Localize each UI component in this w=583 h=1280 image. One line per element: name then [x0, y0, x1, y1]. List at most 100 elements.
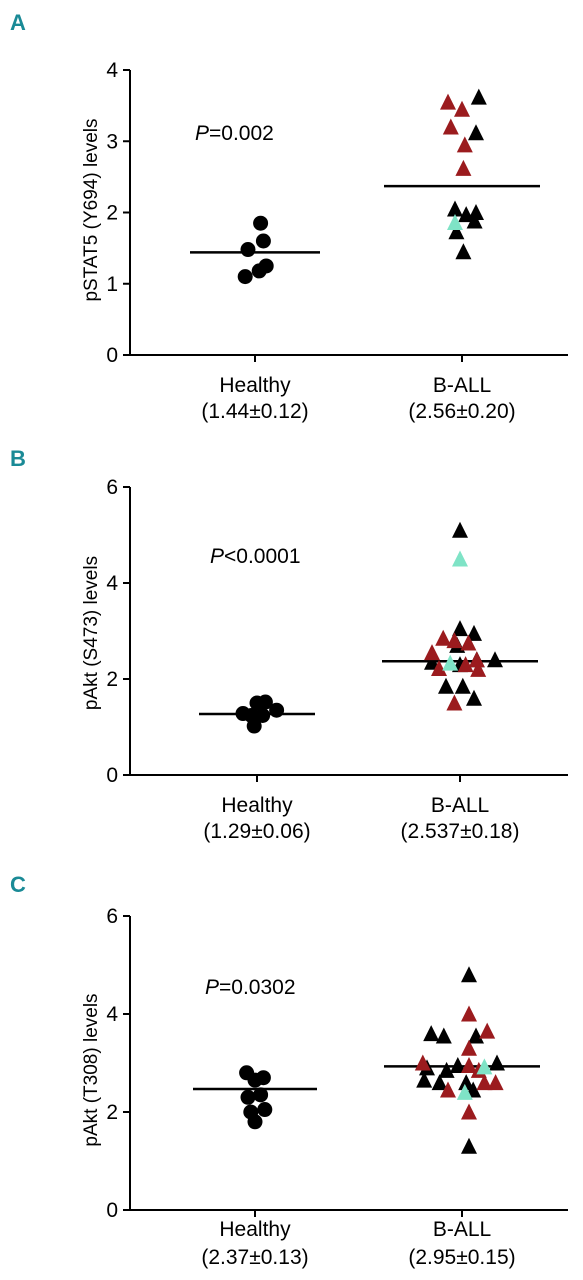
- category-label-healthy-a: Healthy: [219, 374, 291, 397]
- data-point: [416, 1071, 433, 1088]
- data-point: [435, 1027, 452, 1044]
- category-stats-ball-a: (2.56±0.20): [408, 400, 515, 423]
- category-label-healthy-b: Healthy: [221, 794, 293, 817]
- data-point: [456, 1083, 473, 1100]
- y-tick-label: 1: [106, 273, 118, 296]
- y-tick-label: 4: [106, 1003, 118, 1026]
- data-point: [431, 659, 447, 676]
- data-point: [448, 223, 465, 240]
- data-point: [255, 233, 271, 249]
- data-point: [458, 1074, 475, 1091]
- data-point: [461, 1005, 477, 1022]
- data-point: [460, 634, 477, 651]
- data-point: [257, 694, 273, 710]
- data-point: [454, 100, 470, 117]
- p-value-c: P=0.0302: [205, 976, 296, 999]
- data-point: [455, 159, 472, 176]
- panel-c: C pAkt (T308) levels P=0.0302 Healthy (2…: [10, 872, 568, 1269]
- y-axis-label-a: pSTAT5 (Y694) levels: [81, 118, 102, 301]
- data-point: [466, 689, 482, 706]
- data-point: [487, 1074, 504, 1091]
- data-point: [240, 1089, 256, 1105]
- data-point: [452, 620, 468, 637]
- category-label-healthy-c: Healthy: [219, 1218, 291, 1241]
- data-point: [461, 1137, 477, 1154]
- p-value-a: P=0.002: [195, 122, 274, 145]
- data-point: [466, 624, 482, 641]
- data-point: [468, 204, 484, 220]
- data-point: [466, 212, 483, 229]
- data-point: [440, 1081, 456, 1098]
- y-tick-label: 2: [106, 668, 118, 691]
- data-point: [424, 644, 440, 661]
- data-point: [431, 1074, 448, 1091]
- data-point: [442, 118, 459, 135]
- data-point: [424, 653, 440, 670]
- data-point: [479, 1022, 496, 1039]
- data-point: [414, 1054, 431, 1071]
- data-point: [440, 93, 456, 110]
- y-tick-label: 2: [106, 202, 118, 225]
- data-point: [257, 1102, 273, 1118]
- category-label-ball-c: B-ALL: [433, 1218, 491, 1241]
- y-tick-label: 6: [106, 476, 118, 499]
- y-axis-label-c: pAkt (T308) levels: [81, 993, 102, 1146]
- data-point: [452, 521, 468, 538]
- y-tick-label: 0: [106, 344, 118, 367]
- data-point: [454, 677, 471, 694]
- data-point: [489, 1054, 505, 1071]
- data-point: [461, 1056, 477, 1073]
- data-point: [452, 550, 468, 567]
- data-point: [476, 1058, 493, 1075]
- data-point: [470, 660, 487, 677]
- data-point: [446, 694, 463, 711]
- panel-a: A pSTAT5 (Y694) levels P=0.002 Healthy (…: [10, 10, 568, 423]
- data-point: [442, 654, 459, 671]
- data-point: [269, 702, 285, 718]
- y-tick-label: 4: [106, 572, 118, 595]
- data-point: [423, 1025, 440, 1042]
- y-tick-label: 2: [106, 1101, 118, 1124]
- data-point: [446, 632, 463, 649]
- panel-b: B pAkt (S473) levels P<0.0001 Healthy (1…: [10, 446, 568, 843]
- data-point: [461, 1039, 477, 1056]
- data-point: [447, 200, 463, 217]
- data-point: [457, 656, 474, 673]
- category-stats-ball-c: (2.95±0.15): [408, 1246, 515, 1269]
- data-point: [449, 1056, 466, 1073]
- data-point: [461, 1103, 477, 1120]
- data-point: [468, 1027, 484, 1044]
- y-tick-label: 0: [106, 764, 118, 787]
- y-axis-label-b: pAkt (S473) levels: [81, 556, 102, 710]
- data-point: [468, 124, 484, 141]
- y-tick-label: 6: [106, 905, 118, 928]
- data-point: [253, 215, 269, 231]
- data-point: [237, 269, 253, 285]
- panel-letter-b: B: [10, 446, 26, 471]
- y-tick-label: 4: [106, 59, 118, 82]
- category-label-ball-a: B-ALL: [433, 374, 491, 397]
- data-point: [435, 629, 452, 646]
- p-value-b: P<0.0001: [210, 545, 301, 568]
- y-tick-label: 3: [106, 130, 118, 153]
- data-point: [438, 1061, 455, 1078]
- data-point: [476, 1074, 493, 1091]
- data-point: [246, 718, 262, 734]
- category-stats-healthy-c: (2.37±0.13): [201, 1246, 308, 1269]
- data-point: [456, 136, 473, 153]
- data-point: [258, 258, 274, 274]
- category-stats-healthy-b: (1.29±0.06): [203, 820, 310, 843]
- data-point: [255, 707, 271, 723]
- data-point: [461, 966, 477, 983]
- data-point: [447, 213, 463, 230]
- category-stats-healthy-a: (1.44±0.12): [201, 400, 308, 423]
- data-point: [240, 242, 256, 258]
- panel-letter-a: A: [10, 10, 26, 35]
- data-point: [247, 1114, 263, 1130]
- data-point: [470, 88, 487, 105]
- category-label-ball-b: B-ALL: [431, 794, 489, 817]
- category-stats-ball-b: (2.537±0.18): [401, 820, 520, 843]
- data-point: [455, 243, 472, 260]
- data-point: [468, 651, 485, 668]
